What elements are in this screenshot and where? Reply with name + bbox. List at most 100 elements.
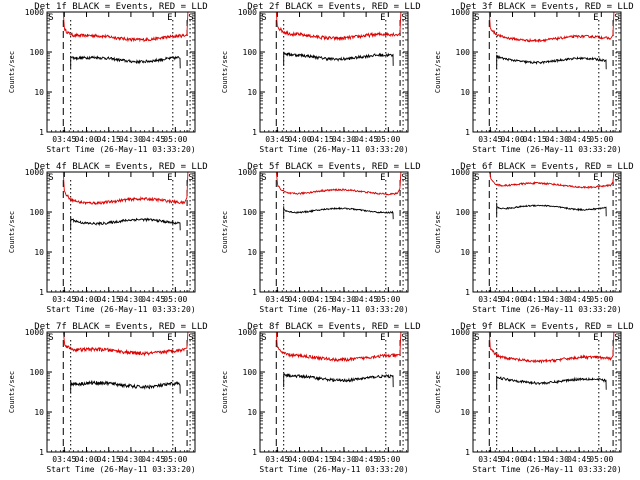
x-tick-label: 04:45 [567, 135, 591, 144]
x-tick-label: 04:45 [354, 455, 378, 464]
y-tick-label: 10 [460, 248, 470, 257]
detector-panel-1: Det 1f BLACK = Events, RED = LLD 1 10 100 10… [8, 2, 208, 154]
x-axis-label: Start Time (26-May-11 03:33:20) [259, 305, 408, 314]
x-tick-label: 04:30 [119, 135, 143, 144]
series-line-lld [275, 331, 402, 363]
plot-frame [472, 331, 622, 453]
y-tick-label: 10 [247, 408, 257, 417]
y-tick-label: 1000 [25, 328, 44, 337]
marker-label-E: E [380, 333, 385, 343]
x-tick-label: 04:15 [523, 455, 547, 464]
y-tick-label: 1 [465, 448, 470, 457]
x-tick-label: 03:45 [478, 295, 502, 304]
detector-panel-2: Det 2f BLACK = Events, RED = LLD 1 10 100 10… [221, 2, 421, 154]
marker-label-E: E [380, 13, 385, 23]
detector-panel-3: Det 3f BLACK = Events, RED = LLD 1 10 100 10… [434, 2, 634, 154]
marker-label-S: S [188, 13, 193, 23]
x-tick-label: 04:15 [523, 295, 547, 304]
x-tick-label: 04:45 [567, 295, 591, 304]
panel-title: Det 9f BLACK = Events, RED = LLD [460, 322, 633, 332]
y-tick-label: 10 [247, 88, 257, 97]
y-tick-label: 100 [456, 368, 471, 377]
x-tick-label: 04:00 [74, 295, 98, 304]
x-tick-label: 05:00 [163, 455, 187, 464]
y-tick-label: 100 [30, 48, 45, 57]
x-tick-label: 04:00 [287, 455, 311, 464]
y-axis-label: Counts/sec [221, 371, 229, 413]
panel-title: Det 3f BLACK = Events, RED = LLD [460, 2, 633, 12]
y-tick-label: 10 [460, 408, 470, 417]
marker-label-E: E [167, 13, 172, 23]
x-tick-label: 04:15 [523, 135, 547, 144]
x-tick-label: 05:00 [589, 455, 613, 464]
y-tick-label: 10 [247, 248, 257, 257]
y-tick-label: 10 [460, 88, 470, 97]
y-tick-label: 1000 [238, 168, 257, 177]
panel-title: Det 1f BLACK = Events, RED = LLD [34, 2, 207, 12]
plot-frame [46, 11, 196, 133]
x-tick-label: 04:15 [310, 295, 334, 304]
x-tick-label: 04:45 [354, 135, 378, 144]
y-axis-label: Counts/sec [434, 371, 442, 413]
y-tick-label: 100 [243, 208, 258, 217]
marker-label-S: S [401, 173, 406, 183]
y-tick-label: 100 [30, 208, 45, 217]
marker-label-E: E [593, 333, 598, 343]
series-line-lld [488, 171, 615, 190]
x-tick-label: 04:45 [141, 135, 165, 144]
panel-title: Det 2f BLACK = Events, RED = LLD [247, 2, 420, 12]
x-tick-label: 04:30 [332, 135, 356, 144]
y-tick-label: 1 [252, 448, 257, 457]
series-line-events [70, 379, 181, 394]
x-axis-label: Start Time (26-May-11 03:33:20) [472, 465, 621, 474]
marker-label-E: E [593, 13, 598, 23]
y-axis-label: Counts/sec [8, 371, 16, 413]
x-tick-label: 03:45 [478, 455, 502, 464]
x-tick-label: 04:00 [74, 455, 98, 464]
marker-label-S: S [614, 173, 619, 183]
panel-title: Det 4f BLACK = Events, RED = LLD [34, 162, 207, 172]
y-tick-label: 100 [243, 368, 258, 377]
marker-label-S: S [48, 173, 53, 183]
series-line-events [496, 375, 607, 390]
series-line-events [70, 55, 181, 69]
x-tick-label: 05:00 [163, 135, 187, 144]
x-tick-label: 03:45 [52, 295, 76, 304]
marker-label-S: S [401, 13, 406, 23]
series-line-events [496, 54, 607, 70]
plot-frame [259, 171, 409, 293]
x-tick-label: 04:15 [97, 455, 121, 464]
x-tick-label: 05:00 [589, 295, 613, 304]
detector-panel-9: Det 9f BLACK = Events, RED = LLD 1 10 100 10… [434, 322, 634, 474]
x-axis-label: Start Time (26-May-11 03:33:20) [472, 145, 621, 154]
x-tick-label: 05:00 [589, 135, 613, 144]
x-tick-label: 05:00 [376, 455, 400, 464]
detector-panel-6: Det 6f BLACK = Events, RED = LLD 1 10 100 10… [434, 162, 634, 314]
series-line-lld [488, 331, 615, 365]
series-line-lld [62, 171, 189, 206]
y-tick-label: 1000 [238, 328, 257, 337]
x-tick-label: 03:45 [52, 135, 76, 144]
y-tick-label: 1 [465, 288, 470, 297]
x-tick-label: 05:00 [376, 135, 400, 144]
marker-label-S: S [614, 13, 619, 23]
marker-label-S: S [474, 333, 479, 343]
marker-label-S: S [474, 13, 479, 23]
x-tick-label: 05:00 [163, 295, 187, 304]
marker-label-S: S [188, 173, 193, 183]
x-tick-label: 04:30 [332, 295, 356, 304]
marker-label-S: S [48, 13, 53, 23]
x-tick-label: 04:30 [119, 295, 143, 304]
marker-label-S: S [188, 333, 193, 343]
y-tick-label: 1000 [451, 168, 470, 177]
x-axis-label: Start Time (26-May-11 03:33:20) [46, 305, 195, 314]
marker-label-E: E [167, 173, 172, 183]
panel-title: Det 7f BLACK = Events, RED = LLD [34, 322, 207, 332]
marker-label-S: S [401, 333, 406, 343]
y-axis-label: Counts/sec [221, 51, 229, 93]
x-tick-label: 04:00 [500, 135, 524, 144]
marker-label-E: E [167, 333, 172, 343]
x-axis-label: Start Time (26-May-11 03:33:20) [259, 465, 408, 474]
plot-frame [259, 331, 409, 453]
